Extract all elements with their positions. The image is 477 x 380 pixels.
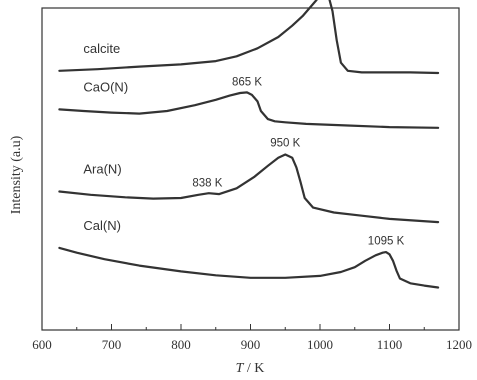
curves <box>58 0 440 289</box>
x-tick-label: 700 <box>102 337 122 352</box>
series-line-ara-n- <box>58 153 440 224</box>
x-tick-label: 1000 <box>307 337 333 352</box>
series-label-cal-n-: Cal(N) <box>83 218 121 233</box>
x-tick-label: 1200 <box>446 337 472 352</box>
axes: 600 700 800 900 1000 1100 1200 <box>32 7 472 352</box>
series-label-calcite: calcite <box>83 41 120 56</box>
peak-annotation: 950 K <box>270 137 300 149</box>
peak-annotation: 865 K <box>232 76 262 88</box>
x-axis-title-unit: / K <box>243 361 264 376</box>
series-label-ara-n-: Ara(N) <box>83 162 121 177</box>
y-axis-title: Intensity (a.u) <box>9 135 24 214</box>
x-tick-label: 900 <box>241 337 261 352</box>
series-line-calcite <box>58 0 440 75</box>
series-line-cao-n- <box>58 91 440 129</box>
x-axis-title: T / K <box>236 361 265 376</box>
series-label-cao-n-: CaO(N) <box>83 79 128 94</box>
peak-annotation: 1095 K <box>368 236 405 248</box>
series-line-cal-n- <box>58 246 440 289</box>
peak-annotation: 838 K <box>192 178 222 190</box>
x-tick-label: 800 <box>171 337 191 352</box>
x-tick-label: 600 <box>32 337 52 352</box>
x-tick-label: 1100 <box>377 337 403 352</box>
x-axis-title-var: T <box>236 361 245 376</box>
